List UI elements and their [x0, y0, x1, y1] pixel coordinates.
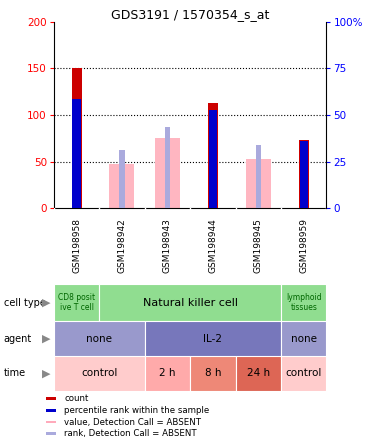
Text: none: none: [291, 334, 317, 344]
Text: control: control: [286, 369, 322, 378]
Bar: [281, 284, 326, 321]
Bar: [46, 397, 56, 400]
Text: value, Detection Call = ABSENT: value, Detection Call = ABSENT: [64, 417, 201, 427]
Bar: [190, 356, 236, 391]
Text: CD8 posit
ive T cell: CD8 posit ive T cell: [58, 293, 95, 312]
Text: cell type: cell type: [4, 297, 46, 308]
Bar: [46, 432, 56, 435]
Bar: [256, 145, 261, 208]
Bar: [236, 356, 281, 391]
Text: 2 h: 2 h: [159, 369, 175, 378]
Bar: [299, 140, 309, 208]
Text: rank, Detection Call = ABSENT: rank, Detection Call = ABSENT: [64, 429, 197, 438]
Text: GSM198959: GSM198959: [299, 218, 308, 274]
Bar: [165, 127, 170, 208]
Text: IL-2: IL-2: [203, 334, 222, 344]
Bar: [300, 141, 308, 208]
Text: 24 h: 24 h: [247, 369, 270, 378]
Bar: [46, 409, 56, 412]
Bar: [246, 159, 271, 208]
Bar: [145, 321, 281, 356]
Text: 8 h: 8 h: [205, 369, 221, 378]
Text: ▶: ▶: [42, 334, 50, 344]
Bar: [99, 284, 281, 321]
Text: percentile rank within the sample: percentile rank within the sample: [64, 406, 209, 415]
Bar: [209, 111, 217, 208]
Bar: [72, 99, 81, 107]
Bar: [54, 284, 99, 321]
Text: GSM198943: GSM198943: [163, 218, 172, 274]
Text: ▶: ▶: [42, 369, 50, 378]
Bar: [208, 103, 218, 208]
Title: GDS3191 / 1570354_s_at: GDS3191 / 1570354_s_at: [111, 8, 269, 20]
Bar: [72, 68, 82, 208]
Bar: [46, 421, 56, 424]
Bar: [54, 356, 145, 391]
Text: GSM198945: GSM198945: [254, 218, 263, 274]
Text: control: control: [81, 369, 118, 378]
Text: ▶: ▶: [42, 297, 50, 308]
Bar: [155, 139, 180, 208]
Text: agent: agent: [4, 334, 32, 344]
Text: Natural killer cell: Natural killer cell: [142, 297, 238, 308]
Text: count: count: [64, 394, 88, 403]
Text: lymphoid
tissues: lymphoid tissues: [286, 293, 322, 312]
Text: time: time: [4, 369, 26, 378]
Text: GSM198958: GSM198958: [72, 218, 81, 274]
Bar: [72, 99, 81, 208]
Text: GSM198944: GSM198944: [209, 218, 217, 274]
Bar: [119, 151, 125, 208]
Bar: [209, 111, 217, 118]
Bar: [300, 141, 308, 149]
Bar: [281, 356, 326, 391]
Bar: [145, 356, 190, 391]
Text: GSM198942: GSM198942: [118, 218, 127, 274]
Bar: [54, 321, 145, 356]
Bar: [109, 164, 134, 208]
Bar: [281, 321, 326, 356]
Text: none: none: [86, 334, 112, 344]
